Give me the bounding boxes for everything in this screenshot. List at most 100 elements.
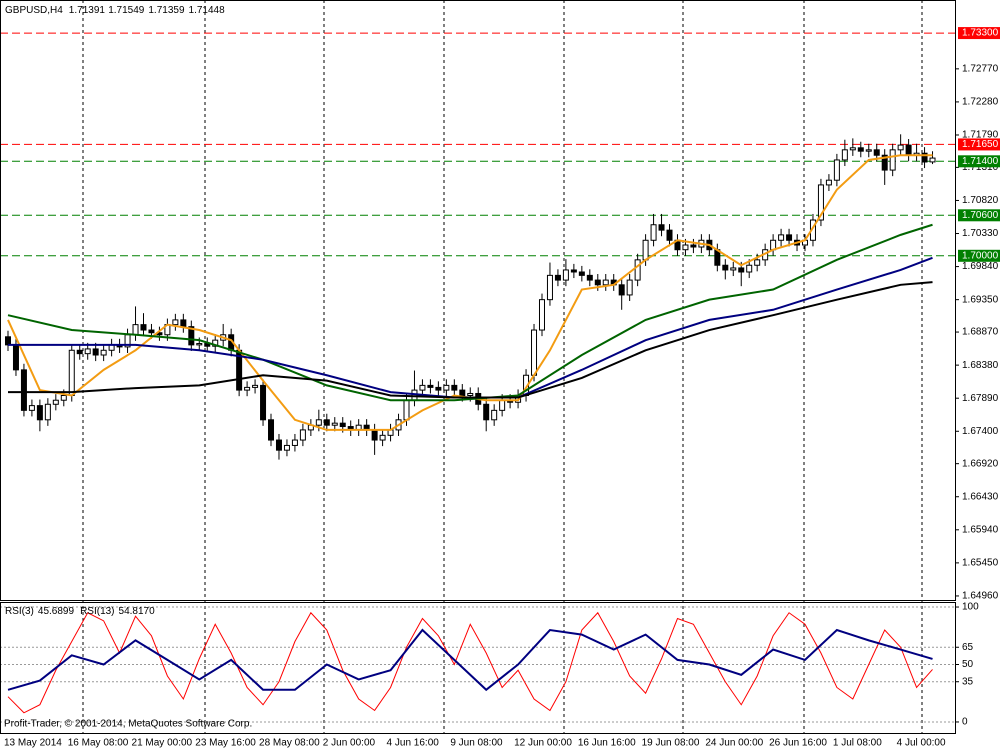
level-label-box <box>958 209 1000 222</box>
y-tick-label: 1.68380 <box>962 360 999 371</box>
candle-body <box>554 274 561 281</box>
candle-body <box>873 149 880 156</box>
candle-body <box>196 343 203 346</box>
level-label-box <box>958 27 1000 40</box>
rsi-current: 54.8170 <box>119 606 156 617</box>
candle-body <box>905 144 912 156</box>
candle-body <box>483 403 490 421</box>
candle-body <box>881 154 888 171</box>
candle-body <box>825 179 832 186</box>
candle-body <box>419 384 426 391</box>
level-label: 1.71400 <box>962 156 999 167</box>
candle-body <box>897 144 904 151</box>
level-label-box <box>958 249 1000 262</box>
candle-body <box>658 224 665 231</box>
candle-body <box>268 419 275 441</box>
candle-body <box>68 349 75 397</box>
candle-body <box>650 224 657 241</box>
candle-body <box>252 384 259 388</box>
candle-body <box>435 386 442 391</box>
rsi-header: RSI(3) 45.6899 RSI(13) 54.8170 <box>5 606 155 617</box>
y-tick-label: 1.70820 <box>962 195 999 206</box>
candle-body <box>403 399 410 421</box>
candle-body <box>634 259 641 281</box>
symbol: GBPUSD,H4 <box>5 5 63 16</box>
candle-body <box>626 279 633 296</box>
main-panel-frame <box>0 0 956 601</box>
candle-body <box>28 405 35 411</box>
y-tick-label: 1.71790 <box>962 130 999 141</box>
candle-body <box>148 329 155 334</box>
moving-average <box>8 281 933 399</box>
close-value: 1.71448 <box>189 5 226 16</box>
candle-body <box>44 403 51 421</box>
candle-body <box>212 339 219 347</box>
rsi-tick-label: 100 <box>962 602 979 613</box>
candle-body <box>586 274 593 281</box>
y-tick-label: 1.65450 <box>962 558 999 569</box>
candle-body <box>730 267 737 271</box>
candle-body <box>172 319 179 326</box>
rsi-current: 45.6899 <box>38 606 75 617</box>
candle-body <box>570 269 577 273</box>
y-tick-label: 1.68870 <box>962 327 999 338</box>
candle-body <box>531 329 538 376</box>
candle-body <box>538 299 545 331</box>
y-tick-label: 1.67890 <box>962 393 999 404</box>
x-tick-label: 2 Jun 00:00 <box>323 738 376 749</box>
candle-body <box>921 152 928 163</box>
candle-body <box>371 429 378 441</box>
candle-body <box>849 147 856 151</box>
y-tick-label: 1.66430 <box>962 491 999 502</box>
y-tick-label: 1.67400 <box>962 426 999 437</box>
x-tick-label: 21 May 00:00 <box>132 738 193 749</box>
x-tick-label: 23 May 16:00 <box>195 738 256 749</box>
candle-body <box>52 399 59 405</box>
x-tick-label: 28 May 08:00 <box>259 738 320 749</box>
candle-body <box>642 239 649 261</box>
level-label: 1.70600 <box>962 210 999 221</box>
candle-body <box>499 399 506 411</box>
chart-header: GBPUSD,H4 1.71391 1.71549 1.71359 1.71448 <box>5 5 225 16</box>
x-tick-label: 9 Jun 08:00 <box>450 738 503 749</box>
candle-body <box>84 348 91 355</box>
copyright: Profit-Trader, © 2001-2014, MetaQuotes S… <box>4 719 252 730</box>
y-tick-label: 1.66920 <box>962 458 999 469</box>
candle-body <box>594 279 601 286</box>
candle-body <box>778 234 785 241</box>
high-value: 1.71549 <box>108 5 145 16</box>
candle-body <box>291 439 298 446</box>
candle-body <box>180 319 187 328</box>
level-label: 1.73300 <box>962 28 999 39</box>
rsi-tick-label: 50 <box>962 659 974 670</box>
plot-layer: 1.72770 1.72280 1.71790 1.71310 1.70820 1.703… <box>0 27 1000 749</box>
x-tick-label: 24 Jun 00:00 <box>705 738 763 749</box>
candle-body <box>36 405 43 421</box>
rsi-line <box>7 628 933 692</box>
open-value: 1.71391 <box>69 5 106 16</box>
x-tick-label: 12 Jun 00:00 <box>514 738 572 749</box>
candle-body <box>754 259 761 266</box>
level-label: 1.70000 <box>962 250 999 261</box>
candle-body <box>546 274 553 301</box>
candle-body <box>841 149 848 161</box>
x-tick-label: 13 May 2014 <box>4 738 62 749</box>
candle-body <box>12 344 19 371</box>
candle-body <box>260 384 267 421</box>
candle-body <box>690 244 697 248</box>
y-tick-label: 1.70330 <box>962 228 999 239</box>
rsi-name: RSI(3) <box>5 606 34 617</box>
y-tick-label: 1.64960 <box>962 591 999 602</box>
candle-body <box>92 348 99 356</box>
x-tick-label: 1 Jul 08:00 <box>833 738 882 749</box>
rsi-tick-label: 35 <box>962 676 974 687</box>
rsi-tick-label: 0 <box>962 717 968 728</box>
candle-body <box>323 419 330 426</box>
x-tick-label: 4 Jul 00:00 <box>897 738 946 749</box>
level-label-box <box>958 138 1000 151</box>
rsi-panel-frame <box>0 602 956 734</box>
candle-body <box>722 264 729 271</box>
candle-body <box>491 409 498 421</box>
